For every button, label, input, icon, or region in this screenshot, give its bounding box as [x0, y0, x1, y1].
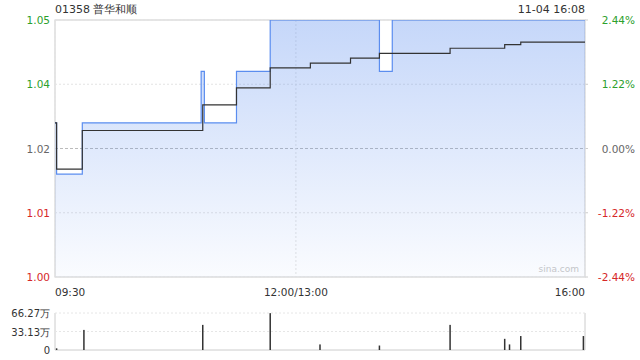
y2-tick-label: -2.44%: [598, 271, 635, 283]
title: 01358 普华和顺: [55, 3, 138, 16]
x-tick-label: 16:00: [555, 286, 585, 298]
y-tick-label: 0: [44, 345, 50, 356]
volume-bar: [520, 336, 522, 350]
volume-bar: [583, 336, 585, 350]
y-tick-label: 1.01: [27, 207, 50, 219]
y-tick-label: 66.27万: [11, 308, 50, 319]
x-tick-label: 09:30: [55, 286, 85, 298]
x-tick-label: 12:00/13:00: [264, 286, 328, 298]
grid-line: [55, 331, 585, 332]
plot-frame: [55, 20, 585, 277]
volume-bar: [504, 339, 506, 350]
price-line: [55, 42, 585, 169]
volume-bar: [56, 348, 58, 350]
y2-tick-label: 2.44%: [602, 14, 635, 26]
grid-line: [55, 313, 585, 314]
chart: 01358 普华和顺 11-04 16:08 1.00 1.01 1.02 1.04 1.0…: [0, 0, 640, 360]
y2-tick-label: -1.22%: [598, 207, 635, 219]
y-tick-label: 33.13万: [11, 327, 50, 338]
volume-bar: [379, 346, 381, 350]
volume-bar: [269, 313, 271, 350]
volume-bar: [319, 344, 321, 350]
area-fill: [55, 20, 585, 277]
y-tick-label: 1.04: [27, 78, 51, 90]
volume-bar: [509, 344, 511, 350]
y-tick-label: 1.05: [27, 14, 50, 26]
y2-tick-label: 1.22%: [602, 78, 635, 90]
bar-group: [56, 313, 584, 350]
price-line: [55, 20, 585, 174]
subtitle: 11-04 16:08: [518, 3, 585, 16]
y-tick-label: 1.00: [27, 271, 50, 283]
volume-bar: [83, 330, 85, 350]
y-tick-label: 1.02: [27, 143, 50, 155]
volume-bar: [449, 325, 451, 350]
volume-bar: [202, 325, 204, 350]
y2-tick-label: 0.00%: [602, 143, 635, 155]
series-group: [55, 20, 585, 277]
